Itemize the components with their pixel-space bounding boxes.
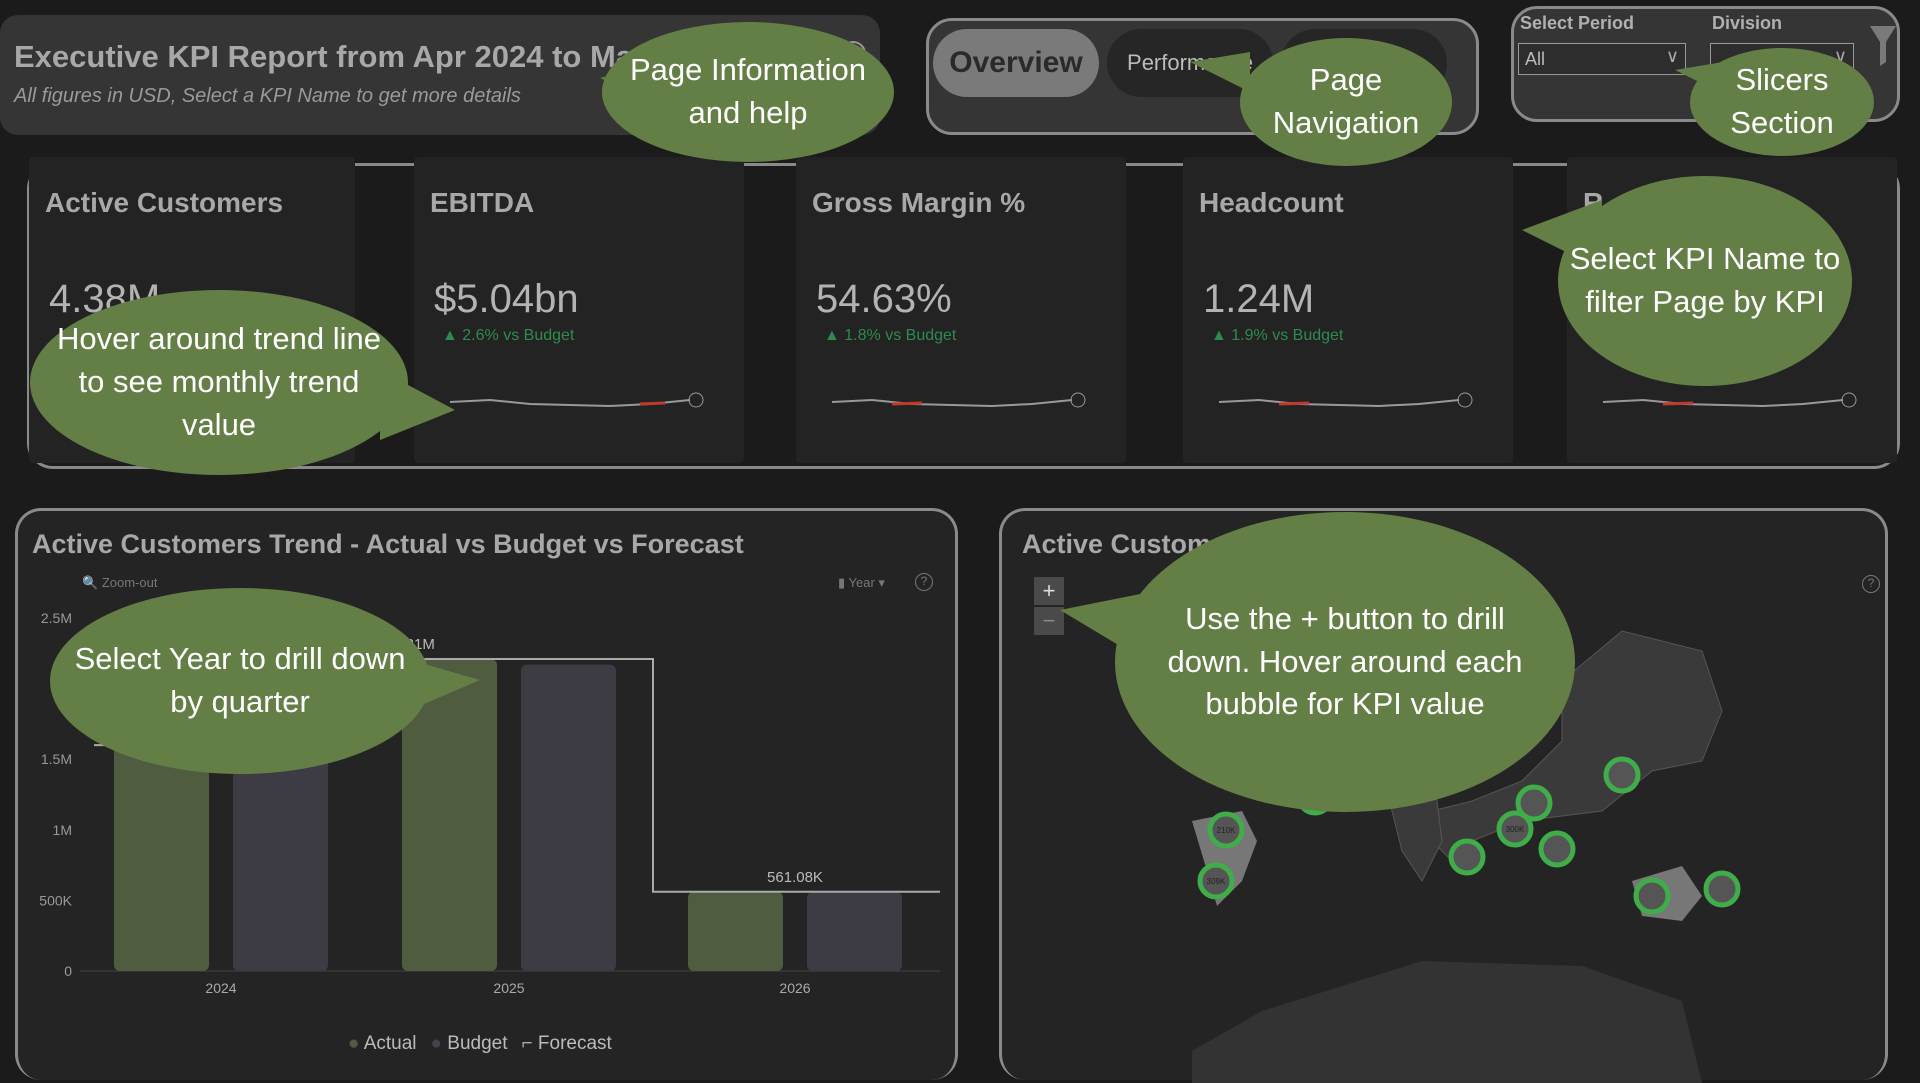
bar-actual[interactable] bbox=[688, 891, 783, 971]
bubble-label: 309K bbox=[1207, 877, 1226, 886]
y-tick-label: 500K bbox=[39, 892, 72, 908]
bar-budget[interactable] bbox=[521, 664, 616, 971]
x-tick-label: 2026 bbox=[779, 980, 810, 996]
callout-kpi-select: Select KPI Name to filter Page by KPI bbox=[1558, 176, 1852, 386]
chart-title: Active Customers Trend - Actual vs Budge… bbox=[32, 529, 744, 559]
y-tick-label: 2.5M bbox=[41, 610, 72, 626]
map-bubble[interactable] bbox=[1633, 877, 1671, 915]
map-bubble[interactable] bbox=[1703, 870, 1741, 908]
kpi-value: 1.24M bbox=[1203, 277, 1315, 321]
page-subtitle: All figures in USD, Select a KPI Name to… bbox=[14, 85, 521, 107]
kpi-card[interactable]: Headcount 1.24M ▲ 1.9% vs Budget bbox=[1183, 157, 1513, 463]
kpi-card[interactable]: EBITDA $5.04bn ▲ 2.6% vs Budget bbox=[414, 157, 744, 463]
callout-tail bbox=[1190, 52, 1250, 92]
bar-chart: 0500K1M1.5M2M2.5M202420252.21M2026561.08… bbox=[39, 610, 940, 996]
kpi-delta: ▲ 1.9% vs Budget bbox=[1211, 327, 1344, 344]
zoom-out-label: Zoom-out bbox=[101, 575, 158, 590]
map-bubble[interactable]: 309K bbox=[1197, 862, 1235, 900]
x-tick-label: 2024 bbox=[205, 980, 236, 996]
division-label: Division bbox=[1712, 13, 1783, 33]
map-bubble[interactable] bbox=[1448, 838, 1486, 876]
sparkline[interactable] bbox=[1219, 382, 1479, 422]
sparkline-end-icon bbox=[1457, 392, 1473, 408]
sparkline[interactable] bbox=[450, 382, 710, 422]
zoom-out-button[interactable]: 🔍 Zoom-out bbox=[82, 575, 158, 590]
callout-trend: Hover around trend line to see monthly t… bbox=[30, 290, 408, 475]
callout-slicers: Slicers Section bbox=[1690, 48, 1874, 156]
map-bubble[interactable] bbox=[1515, 784, 1553, 822]
legend-forecast[interactable]: ⌐ Forecast bbox=[521, 1033, 612, 1054]
sparkline-end-icon bbox=[1070, 392, 1086, 408]
antarctica-shape bbox=[1192, 961, 1702, 1083]
sparkline[interactable] bbox=[832, 382, 1092, 422]
y-tick-label: 1.5M bbox=[41, 751, 72, 767]
legend: ● Actual ● Budget ⌐ Forecast bbox=[348, 1033, 612, 1055]
kpi-name[interactable]: Headcount bbox=[1199, 187, 1344, 218]
sparkline[interactable] bbox=[1603, 382, 1863, 422]
sparkline-end-icon bbox=[688, 392, 704, 408]
callout-year-drill: Select Year to drill down by quarter bbox=[50, 588, 430, 774]
map-bubble[interactable] bbox=[1538, 830, 1576, 868]
map-zoom-in-button[interactable]: + bbox=[1034, 577, 1064, 605]
bar-actual[interactable] bbox=[114, 745, 209, 971]
kpi-card[interactable]: Gross Margin % 54.63% ▲ 1.8% vs Budget bbox=[796, 157, 1126, 463]
map-help-icon[interactable]: ? bbox=[1862, 575, 1880, 593]
kpi-name[interactable]: Active Customers bbox=[45, 187, 284, 218]
bubble-label: 210K bbox=[1217, 826, 1236, 835]
bubble-label: 300K bbox=[1506, 825, 1525, 834]
map-zoom-out-button[interactable]: − bbox=[1034, 607, 1064, 635]
kpi-delta: ▲ 1.8% vs Budget bbox=[824, 327, 957, 344]
bar-actual[interactable] bbox=[402, 658, 497, 971]
legend-actual[interactable]: ● Actual bbox=[348, 1033, 417, 1054]
y-tick-label: 0 bbox=[64, 963, 72, 979]
tab-overview[interactable]: Overview bbox=[933, 29, 1099, 97]
page-title: Executive KPI Report from Apr 2024 to Ma bbox=[14, 39, 634, 74]
period-value: All bbox=[1525, 49, 1546, 69]
bar-budget[interactable] bbox=[807, 891, 902, 971]
kpi-delta: ▲ 2.6% vs Budget bbox=[442, 327, 575, 344]
bar-budget[interactable] bbox=[233, 745, 328, 971]
drill-year-button[interactable]: ▮ Year ▾ bbox=[838, 575, 885, 590]
y-tick-label: 1M bbox=[53, 822, 72, 838]
help-icon[interactable]: ? bbox=[915, 573, 933, 591]
map-bubble[interactable] bbox=[1603, 756, 1641, 794]
trend-chart-panel: Active Customers Trend - Actual vs Budge… bbox=[15, 508, 958, 1080]
callout-page-info: Page Information and help bbox=[602, 22, 894, 162]
period-dropdown[interactable]: All ∨ bbox=[1518, 43, 1686, 75]
map-bubble[interactable]: 300K bbox=[1496, 810, 1534, 848]
data-label: 561.08K bbox=[767, 869, 823, 886]
clear-filter-icon[interactable] bbox=[1868, 22, 1898, 68]
kpi-value: 54.63% bbox=[816, 277, 952, 321]
x-tick-label: 2025 bbox=[493, 980, 524, 996]
callout-page-navigation: Page Navigation bbox=[1240, 38, 1452, 166]
legend-budget[interactable]: ● Budget bbox=[430, 1033, 508, 1054]
kpi-name[interactable]: Gross Margin % bbox=[812, 187, 1026, 218]
drill-label: Year ▾ bbox=[848, 575, 885, 590]
kpi-name[interactable]: EBITDA bbox=[430, 187, 535, 218]
sparkline-end-icon bbox=[1841, 392, 1857, 408]
period-label: Select Period bbox=[1520, 13, 1635, 33]
callout-map-drill: Use the + button to drill down. Hover ar… bbox=[1115, 512, 1575, 812]
kpi-value: $5.04bn bbox=[434, 277, 579, 321]
map-bubble[interactable]: 210K bbox=[1207, 811, 1245, 849]
